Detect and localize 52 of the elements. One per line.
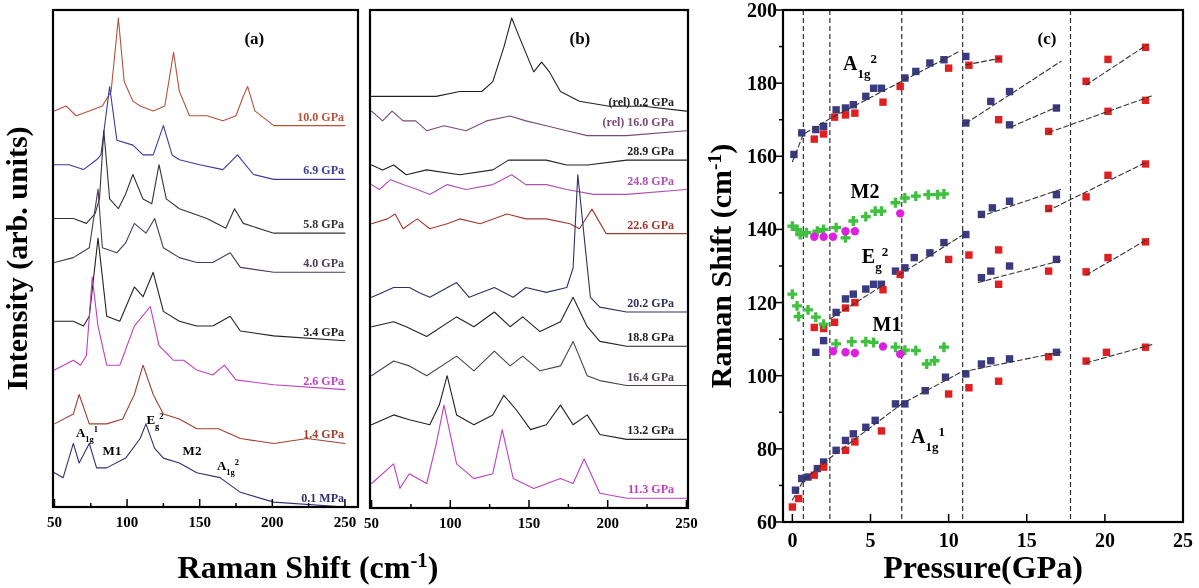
x-tick-label: 200 [261, 514, 284, 530]
series-label: 4.0 GPa [303, 256, 344, 271]
y-tick-label: 120 [747, 291, 777, 314]
y-tick-label: 200 [747, 0, 777, 21]
y-tick-label: 180 [747, 72, 777, 95]
y-tick-label: 100 [747, 364, 777, 387]
series-label: 24.8 GPa [627, 173, 674, 188]
y-tick-label: 140 [747, 218, 777, 241]
series-label: 6.9 GPa [303, 163, 344, 178]
x-tick-label: 250 [333, 514, 357, 530]
x-tick-label: 50 [364, 515, 380, 531]
series-label: 28.9 GPa [627, 144, 674, 159]
y-tick-label: 60 [757, 511, 777, 533]
x-axis-title: Pressure(GPa) [883, 549, 1083, 585]
series-label: 20.2 GPa [627, 296, 674, 310]
annotation: M2 [850, 180, 880, 202]
series-label: 0.1 MPa [301, 491, 344, 505]
series-label: 3.4 GPa [303, 324, 344, 339]
x-tick-label: 20 [1094, 529, 1115, 551]
x-tick-label: 150 [188, 514, 211, 530]
x-tick-label: 100 [115, 514, 139, 530]
annotation: M2 [182, 443, 202, 458]
series-label: 5.8 GPa [303, 217, 344, 232]
series-label: (rel) 0.2 GPa [608, 95, 674, 110]
series-label: 2.6 GPa [303, 373, 344, 388]
series-label: 13.2 GPa [627, 423, 674, 438]
x-tick-label: 200 [596, 515, 619, 531]
x-tick-label: 0 [787, 529, 798, 551]
x-tick-label: 50 [46, 514, 62, 530]
annotation: M1 [102, 443, 122, 458]
x-tick-label: 25 [1173, 529, 1193, 551]
series-label: 1.4 GPa [303, 427, 344, 442]
text: (a) [244, 29, 265, 48]
y-tick-label: 80 [757, 437, 777, 460]
annotation: M1 [872, 313, 902, 335]
y-axis-title: Intensity (arb. units) [0, 126, 34, 391]
text: (c) [1037, 29, 1057, 48]
series-label: 16.4 GPa [627, 369, 674, 384]
x-tick-label: 100 [439, 515, 462, 531]
text: (b) [569, 29, 591, 48]
x-tick-label: 10 [938, 529, 959, 551]
x-tick-label: 5 [865, 529, 876, 551]
series-label: 11.3 GPa [627, 482, 674, 497]
x-tick-label: 15 [1016, 529, 1037, 551]
x-tick-label: 150 [517, 515, 541, 531]
x-tick-label: 250 [675, 515, 698, 531]
y-tick-label: 160 [747, 145, 777, 168]
x-axis-title: Raman Shift (cm$^{-1}$) [177, 547, 439, 585]
series-label: 18.8 GPa [627, 330, 674, 345]
series-label: 10.0 GPa [297, 109, 344, 124]
series-label: (rel) 16.0 GPa [602, 114, 674, 129]
series-label: 22.6 GPa [627, 217, 674, 232]
